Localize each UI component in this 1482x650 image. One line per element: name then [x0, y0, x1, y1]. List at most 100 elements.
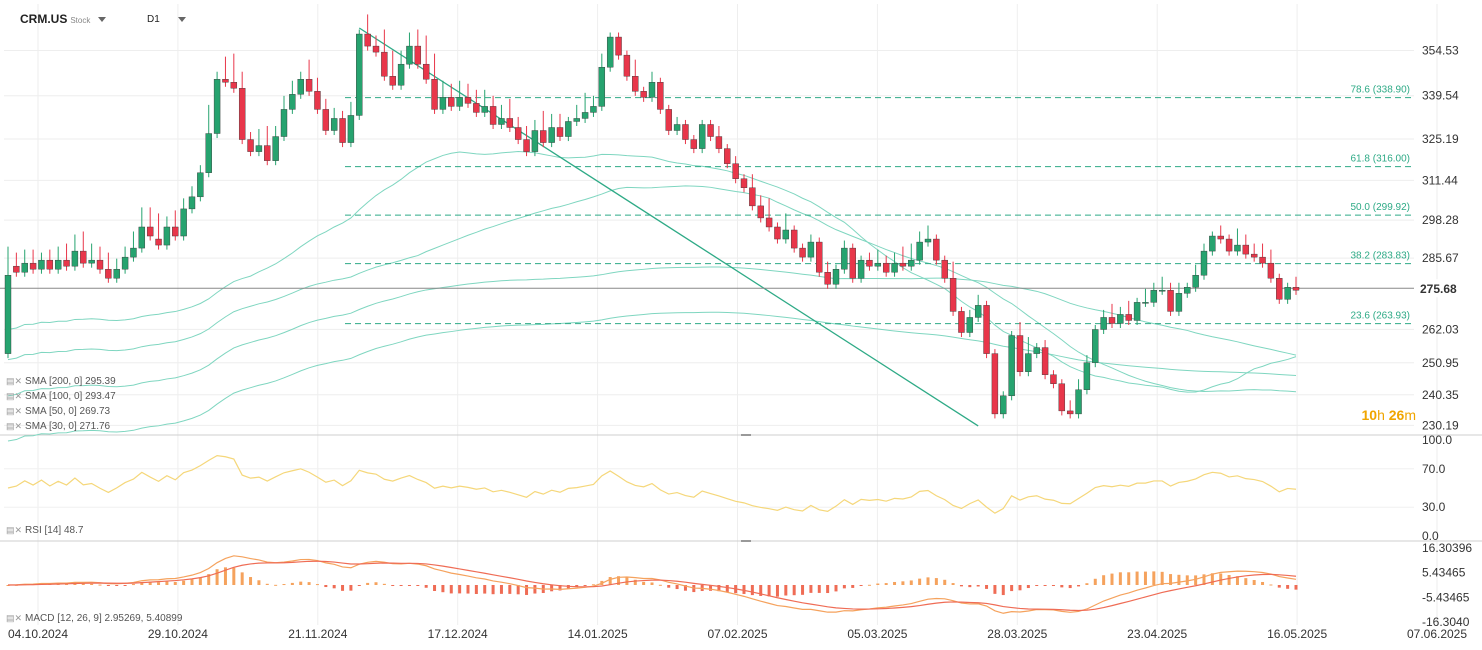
menu-icon[interactable]: ▤✕	[6, 406, 23, 416]
macd-histogram-bar	[1085, 583, 1089, 585]
menu-icon[interactable]: ▤✕	[6, 391, 23, 401]
fib-level-label: 61.8 (316.00)	[1351, 154, 1411, 165]
timeframe-selector[interactable]: D1	[147, 14, 186, 25]
candle-body	[1267, 262, 1275, 279]
x-tick-label: 17.12.2024	[428, 627, 488, 641]
candle-body	[197, 172, 204, 198]
macd-histogram-bar	[123, 585, 127, 586]
menu-icon[interactable]: ▤✕	[6, 613, 23, 623]
legend-sma200[interactable]: ▤✕ SMA [200, 0] 295.39	[6, 376, 116, 387]
macd-histogram-bar	[550, 585, 554, 592]
candle-body	[88, 259, 95, 264]
macd-histogram-bar	[407, 585, 411, 586]
candle-body	[1276, 278, 1283, 300]
candle-body	[807, 241, 815, 258]
candle-body	[782, 229, 790, 240]
macd-histogram-bar	[232, 567, 236, 585]
macd-histogram-bar	[265, 583, 269, 585]
macd-histogram-bar	[315, 584, 319, 586]
candle-body	[774, 226, 781, 240]
candle-body	[38, 259, 45, 270]
macd-histogram-bar	[1185, 575, 1189, 585]
candle-body	[707, 124, 714, 137]
x-tick-label: 05.03.2025	[847, 627, 907, 641]
candle-body	[130, 247, 137, 258]
legend-sma50[interactable]: ▤✕ SMA [50, 0] 269.73	[6, 406, 111, 417]
macd-histogram-bar	[842, 585, 846, 589]
macd-histogram-bar	[976, 585, 980, 587]
macd-histogram-bar	[257, 580, 261, 585]
macd-histogram-bar	[901, 581, 905, 585]
candle-body	[1108, 317, 1116, 324]
y-tick-label: 354.53	[1422, 44, 1459, 58]
macd-histogram-bar	[784, 585, 788, 596]
candle-body	[665, 109, 672, 131]
macd-histogram-bar	[106, 585, 110, 586]
candle-body	[749, 187, 756, 207]
macd-histogram-bar	[867, 584, 871, 586]
candle-body	[916, 241, 923, 261]
symbol-selector[interactable]: CRM.US Stock	[20, 12, 107, 26]
candle-body	[422, 63, 430, 80]
menu-icon[interactable]: ▤✕	[6, 525, 23, 535]
candle-body	[548, 127, 555, 143]
macd-histogram-bar	[968, 585, 972, 588]
macd-histogram-bar	[290, 582, 294, 585]
candle-body	[138, 226, 146, 249]
candle-body	[498, 118, 505, 125]
macd-legend[interactable]: ▤✕ MACD [12, 26, 9] 2.95269, 5.40899	[6, 613, 183, 624]
candle-body	[4, 275, 12, 354]
candle-body	[1050, 374, 1057, 384]
candle-body	[740, 178, 748, 188]
candle-body	[698, 124, 706, 149]
candle-body	[1250, 253, 1258, 258]
y-tick-label: 298.28	[1422, 213, 1459, 227]
candle-body	[1142, 302, 1149, 304]
menu-icon[interactable]: ▤✕	[6, 376, 23, 386]
candle-body	[1150, 290, 1158, 303]
candle-body	[799, 247, 806, 258]
candle-body	[146, 226, 154, 237]
candle-body	[732, 163, 739, 179]
rsi-legend[interactable]: ▤✕ RSI [14] 48.7	[6, 525, 84, 536]
candle-body	[356, 33, 363, 116]
macd-tick-label: -5.43465	[1422, 590, 1470, 604]
candle-body	[381, 51, 388, 77]
macd-histogram-bar	[1093, 578, 1097, 585]
candle-body	[464, 97, 472, 104]
candle-body	[991, 353, 999, 415]
legend-sma30[interactable]: ▤✕ SMA [30, 0] 271.76	[6, 421, 111, 432]
macd-histogram-bar	[508, 585, 512, 594]
candle-body	[255, 145, 263, 152]
macd-histogram-bar	[775, 585, 779, 597]
candle-body	[322, 109, 330, 131]
candle-body	[673, 124, 681, 131]
macd-histogram-bar	[1286, 585, 1290, 589]
sma-line	[7, 266, 1297, 397]
candle-body	[1259, 256, 1266, 264]
y-tick-label: 262.03	[1422, 322, 1459, 336]
macd-histogram-bar	[583, 585, 587, 586]
macd-histogram-bar	[324, 585, 328, 588]
candle-body	[908, 259, 915, 267]
macd-tick-label: -16.3040	[1422, 615, 1470, 629]
macd-histogram-bar	[1043, 585, 1047, 586]
macd-histogram-bar	[633, 579, 637, 585]
x-tick-label: 07.06.2025	[1407, 627, 1467, 641]
candle-body	[1167, 290, 1174, 312]
macd-histogram-bar	[349, 585, 353, 591]
macd-histogram-bar	[65, 583, 69, 585]
macd-histogram-bar	[1143, 571, 1147, 585]
menu-icon[interactable]: ▤✕	[6, 421, 23, 431]
macd-histogram-bar	[6, 585, 10, 586]
candle-body	[1133, 302, 1141, 321]
macd-histogram-bar	[1060, 585, 1064, 588]
candle-body	[439, 97, 447, 110]
candle-body	[230, 82, 238, 89]
macd-histogram-bar	[1001, 585, 1005, 596]
candle-body	[1025, 353, 1032, 372]
candle-body	[1117, 314, 1124, 324]
legend-sma100[interactable]: ▤✕ SMA [100, 0] 293.47	[6, 391, 116, 402]
candle-body	[1083, 362, 1091, 390]
